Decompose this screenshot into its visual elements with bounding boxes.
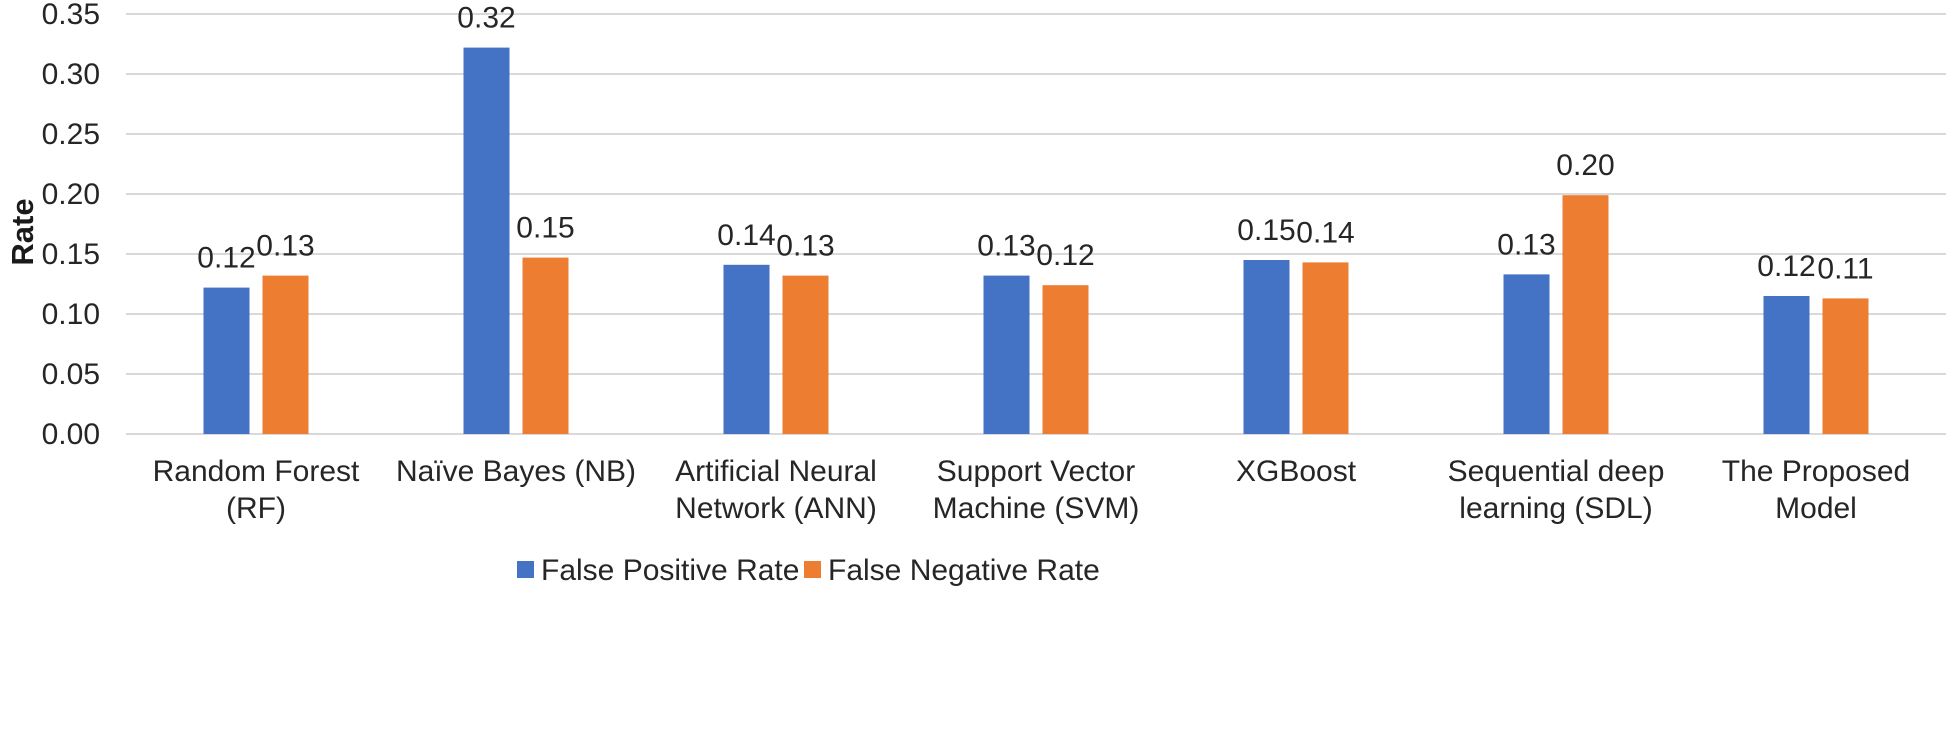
bar-fnr xyxy=(1302,262,1349,434)
data-label: 0.20 xyxy=(1556,149,1614,182)
bar-fpr xyxy=(1243,260,1290,434)
legend-swatch-fpr xyxy=(517,561,534,578)
y-tick-label: 0.35 xyxy=(42,0,100,31)
x-category-line: The Proposed xyxy=(1722,455,1910,488)
x-category-label: Random Forest (RF) xyxy=(153,455,360,525)
y-tick-label: 0.05 xyxy=(42,358,100,391)
data-label: 0.13 xyxy=(776,230,834,263)
y-axis-ticks: 0.00 0.05 0.10 0.15 0.20 0.25 0.30 0.35 xyxy=(42,0,100,451)
x-category-line: Artificial Neural xyxy=(675,455,877,488)
data-label: 0.14 xyxy=(717,219,775,252)
x-category-label: Support Vector Machine (SVM) xyxy=(933,455,1140,525)
y-tick-label: 0.25 xyxy=(42,118,100,151)
x-axis-categories: Random Forest (RF) Naïve Bayes (NB) Artific… xyxy=(153,455,1911,525)
bar-fpr xyxy=(723,264,770,434)
bar-fpr xyxy=(1763,296,1810,434)
data-label: 0.12 xyxy=(197,242,255,275)
legend-label-fnr: False Negative Rate xyxy=(828,554,1100,587)
data-label: 0.15 xyxy=(516,212,574,245)
bars xyxy=(203,47,1869,434)
y-axis-title: Rate xyxy=(5,198,40,265)
y-tick-label: 0.10 xyxy=(42,298,100,331)
bar-fnr xyxy=(522,257,569,434)
y-tick-label: 0.30 xyxy=(42,58,100,91)
y-tick-label: 0.15 xyxy=(42,238,100,271)
data-label: 0.14 xyxy=(1296,216,1354,249)
bar-fnr xyxy=(1562,195,1609,434)
x-category-line: Random Forest xyxy=(153,455,360,488)
x-category-line: (RF) xyxy=(226,492,286,525)
bar-fpr xyxy=(1503,274,1550,434)
x-category-line: Support Vector xyxy=(937,455,1135,488)
x-category-line: Network (ANN) xyxy=(675,492,877,525)
data-label: 0.15 xyxy=(1237,214,1295,247)
gridlines xyxy=(126,13,1946,435)
x-category-label: XGBoost xyxy=(1236,455,1357,488)
x-category-label: The Proposed Model xyxy=(1722,455,1910,525)
x-category-label: Sequential deep learning (SDL) xyxy=(1448,455,1665,525)
bar-fpr xyxy=(463,47,510,434)
legend-swatch-fnr xyxy=(804,561,821,578)
y-tick-label: 0.00 xyxy=(42,418,100,451)
x-category-line: Sequential deep xyxy=(1448,455,1665,488)
data-label: 0.12 xyxy=(1757,250,1815,283)
x-category-line: XGBoost xyxy=(1236,455,1357,488)
bar-fnr xyxy=(782,275,829,434)
data-label: 0.13 xyxy=(1497,228,1555,261)
x-category-label: Naïve Bayes (NB) xyxy=(396,455,636,488)
bar-fnr xyxy=(262,275,309,434)
x-category-label: Artificial Neural Network (ANN) xyxy=(675,455,877,525)
data-label: 0.32 xyxy=(457,2,515,35)
y-tick-label: 0.20 xyxy=(42,178,100,211)
bar-fpr xyxy=(203,287,250,434)
bar-fnr xyxy=(1822,298,1869,434)
legend-label-fpr: False Positive Rate xyxy=(541,554,799,587)
data-label: 0.13 xyxy=(256,230,314,263)
data-labels: 0.12 0.130.320.15 0.14 0.13 0.13 0.120.15 0.14… xyxy=(197,2,1873,286)
data-label: 0.12 xyxy=(1036,239,1094,272)
x-category-line: Model xyxy=(1775,492,1857,525)
data-label: 0.13 xyxy=(977,230,1035,263)
data-label: 0.11 xyxy=(1817,252,1873,285)
x-category-line: Machine (SVM) xyxy=(933,492,1140,525)
bar-fnr xyxy=(1042,285,1089,434)
x-category-line: Naïve Bayes (NB) xyxy=(396,455,636,488)
legend: False Positive Rate False Negative Rate xyxy=(517,554,1100,587)
x-category-line: learning (SDL) xyxy=(1459,492,1652,525)
bar-fpr xyxy=(983,275,1030,434)
